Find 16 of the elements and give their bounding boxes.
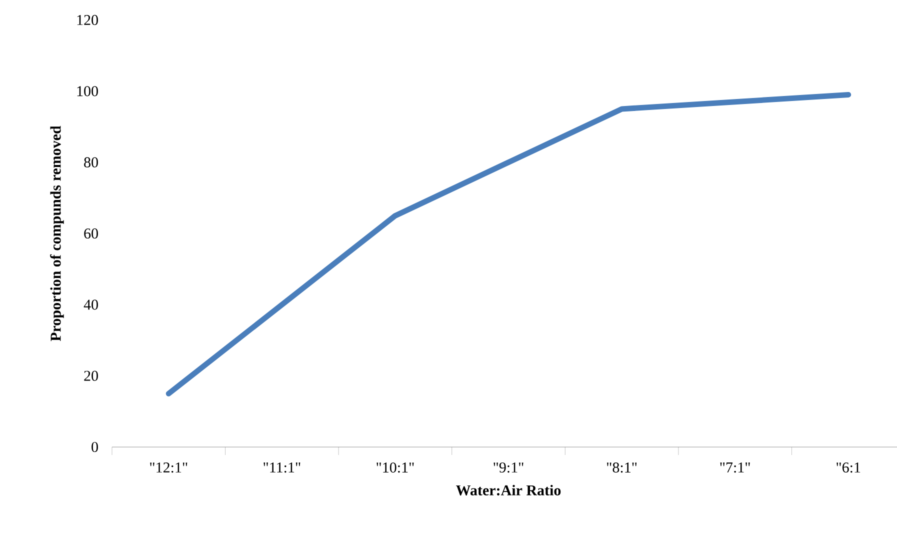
y-tick-label: 100 [77, 86, 98, 96]
y-axis-title: Proportion of compunds removed [50, 126, 64, 342]
x-tick-label: "12:1" [150, 462, 188, 473]
x-tick-label: "8:1" [607, 462, 637, 473]
y-tick-label: 0 [92, 442, 98, 452]
x-axis-title: Water:Air Ratio [456, 484, 561, 496]
y-tick-label: 120 [77, 14, 98, 26]
y-tick-label: 60 [84, 228, 98, 239]
y-tick-label: 40 [84, 300, 98, 310]
y-tick-label: 20 [84, 370, 98, 381]
x-tick-label: "11:1" [264, 462, 300, 473]
x-tick-label: "6:1 [836, 462, 860, 473]
y-tick-label: 80 [84, 157, 98, 168]
x-tick-label: "9:1" [494, 462, 524, 473]
x-tick-label: "7:1" [720, 462, 750, 473]
x-tick-label: "10:1" [376, 462, 414, 473]
